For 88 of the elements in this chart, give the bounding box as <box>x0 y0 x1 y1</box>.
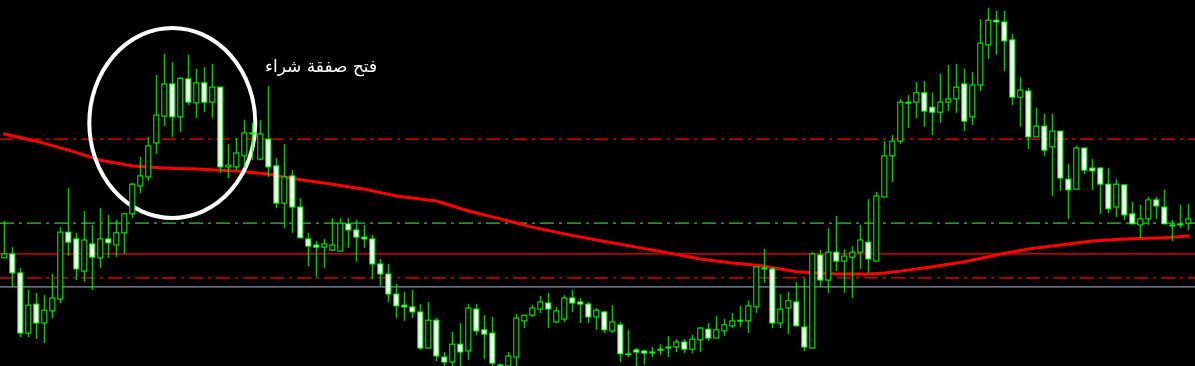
candlestick <box>665 335 672 358</box>
candlestick <box>1169 219 1176 242</box>
candlestick <box>89 224 96 291</box>
candlestick <box>849 245 856 299</box>
candlestick <box>689 334 696 354</box>
candlestick <box>105 214 112 259</box>
candlestick <box>833 215 840 272</box>
candlestick <box>1129 201 1136 225</box>
candlestick <box>377 258 384 287</box>
candlestick <box>1017 76 1024 128</box>
candlestick <box>921 80 928 128</box>
candlestick <box>1113 178 1120 218</box>
candlestick <box>937 73 944 124</box>
annotation: فتح صفقة شراء <box>265 56 378 77</box>
candlestick <box>241 119 248 169</box>
candlestick <box>737 305 744 328</box>
candlestick <box>945 64 952 112</box>
candlestick <box>209 63 216 119</box>
candlestick <box>745 300 752 334</box>
candlestick <box>1041 113 1048 157</box>
candlestick <box>97 207 104 269</box>
candlestick <box>249 122 256 161</box>
candlestick <box>33 292 40 340</box>
candlestick <box>473 303 480 336</box>
candlestick <box>929 92 936 136</box>
candlestick <box>113 219 120 258</box>
candlestick <box>305 232 312 267</box>
candlestick <box>449 331 456 366</box>
candlestick <box>561 294 568 323</box>
candlestick <box>1145 196 1152 226</box>
candlestick <box>65 187 72 257</box>
candlestick <box>185 54 192 106</box>
candlestick <box>569 289 576 313</box>
candlestick <box>609 304 616 334</box>
candlestick <box>41 294 48 344</box>
candlestick <box>1089 158 1096 191</box>
candlestick <box>785 291 792 335</box>
candlestick <box>625 329 632 358</box>
candlestick <box>1001 10 1008 72</box>
candlestick <box>857 224 864 270</box>
candlestick <box>361 224 368 249</box>
candlestick <box>1153 196 1160 220</box>
candlestick <box>1081 147 1088 175</box>
candlestick <box>9 246 16 288</box>
candlestick <box>993 10 1000 56</box>
candlestick <box>913 81 920 119</box>
candlestick <box>801 278 808 352</box>
candlestick <box>577 297 584 324</box>
candlestick <box>137 156 144 194</box>
candlestick <box>225 143 232 179</box>
candlestick <box>1049 113 1056 197</box>
candlestick <box>777 293 784 329</box>
candlestick <box>233 137 240 171</box>
candlestick <box>1065 163 1072 220</box>
candlestick <box>1185 203 1192 231</box>
candlestick <box>193 68 200 119</box>
candlestick <box>1033 107 1040 138</box>
candlestick <box>713 315 720 339</box>
candlestick <box>345 217 352 249</box>
candlestick <box>761 248 768 284</box>
candlestick <box>481 314 488 360</box>
candlestick <box>321 238 328 269</box>
candlestick <box>1097 166 1104 215</box>
candlestick <box>1177 204 1184 229</box>
candlestick <box>1161 189 1168 225</box>
candlestick <box>201 66 208 113</box>
candlestick <box>841 248 848 294</box>
candlestick <box>585 301 592 324</box>
candlestick <box>1137 204 1144 239</box>
candlestick <box>313 240 320 278</box>
candlestick <box>865 198 872 274</box>
candlestick <box>697 326 704 353</box>
candlestick <box>409 289 416 319</box>
candlestick <box>889 134 896 183</box>
candlestick <box>353 219 360 263</box>
candlestick <box>457 322 464 366</box>
candlestick <box>593 307 600 331</box>
candlestick <box>329 217 336 252</box>
candlestick <box>121 213 128 255</box>
candlestick <box>953 63 960 114</box>
candlestick <box>385 263 392 303</box>
candlestick <box>393 283 400 319</box>
candlestick <box>401 291 408 322</box>
candlestick <box>793 281 800 327</box>
candlestick <box>1 220 8 259</box>
candlestick <box>905 94 912 129</box>
candlestick <box>49 273 56 319</box>
candlestick <box>545 292 552 329</box>
